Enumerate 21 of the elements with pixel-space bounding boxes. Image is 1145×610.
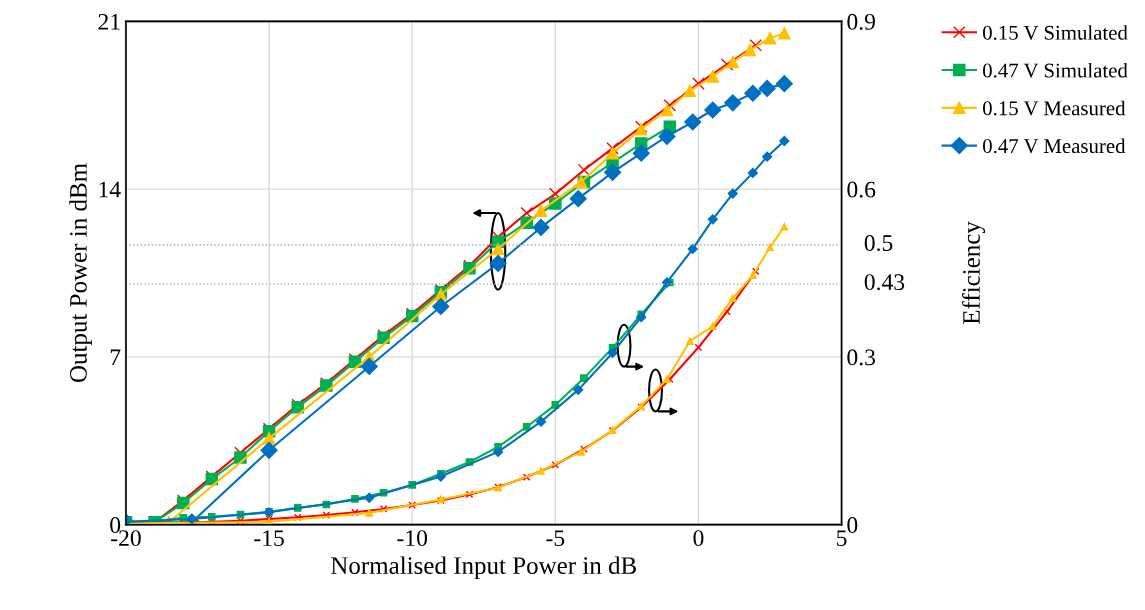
x-tick-label: -5 [546,530,565,547]
ref-line-label: 0.5 [864,234,893,252]
legend-label: 0.47 V Measured [983,138,1126,154]
legend-label: 0.47 V Simulated [983,62,1128,78]
y-tick-label: 14 [99,181,121,198]
legend-label: 0.15 V Simulated [983,25,1128,40]
y2-tick-label: 0.9 [847,13,875,30]
y2-tick-label: 0.6 [847,181,876,198]
y-tick-label: 7 [110,349,121,366]
y2-axis-title: Efficiency [962,221,986,325]
ref-line-label: 0.43 [864,274,905,291]
x-tick-label: 0 [693,530,704,547]
x-tick-label: 5 [837,530,847,547]
y2-tick-label: 0 [847,517,858,534]
x-tick-label: -15 [254,530,284,547]
x-tick-label: -10 [397,530,428,547]
y2-tick-label: 0.3 [847,349,876,366]
y-axis-title: Output Power in dBm [69,163,92,383]
legend-label: 0.15 V Measured [983,100,1126,116]
x-axis-title: Normalised Input Power in dB [331,556,636,580]
y-tick-label: 21 [98,13,120,30]
